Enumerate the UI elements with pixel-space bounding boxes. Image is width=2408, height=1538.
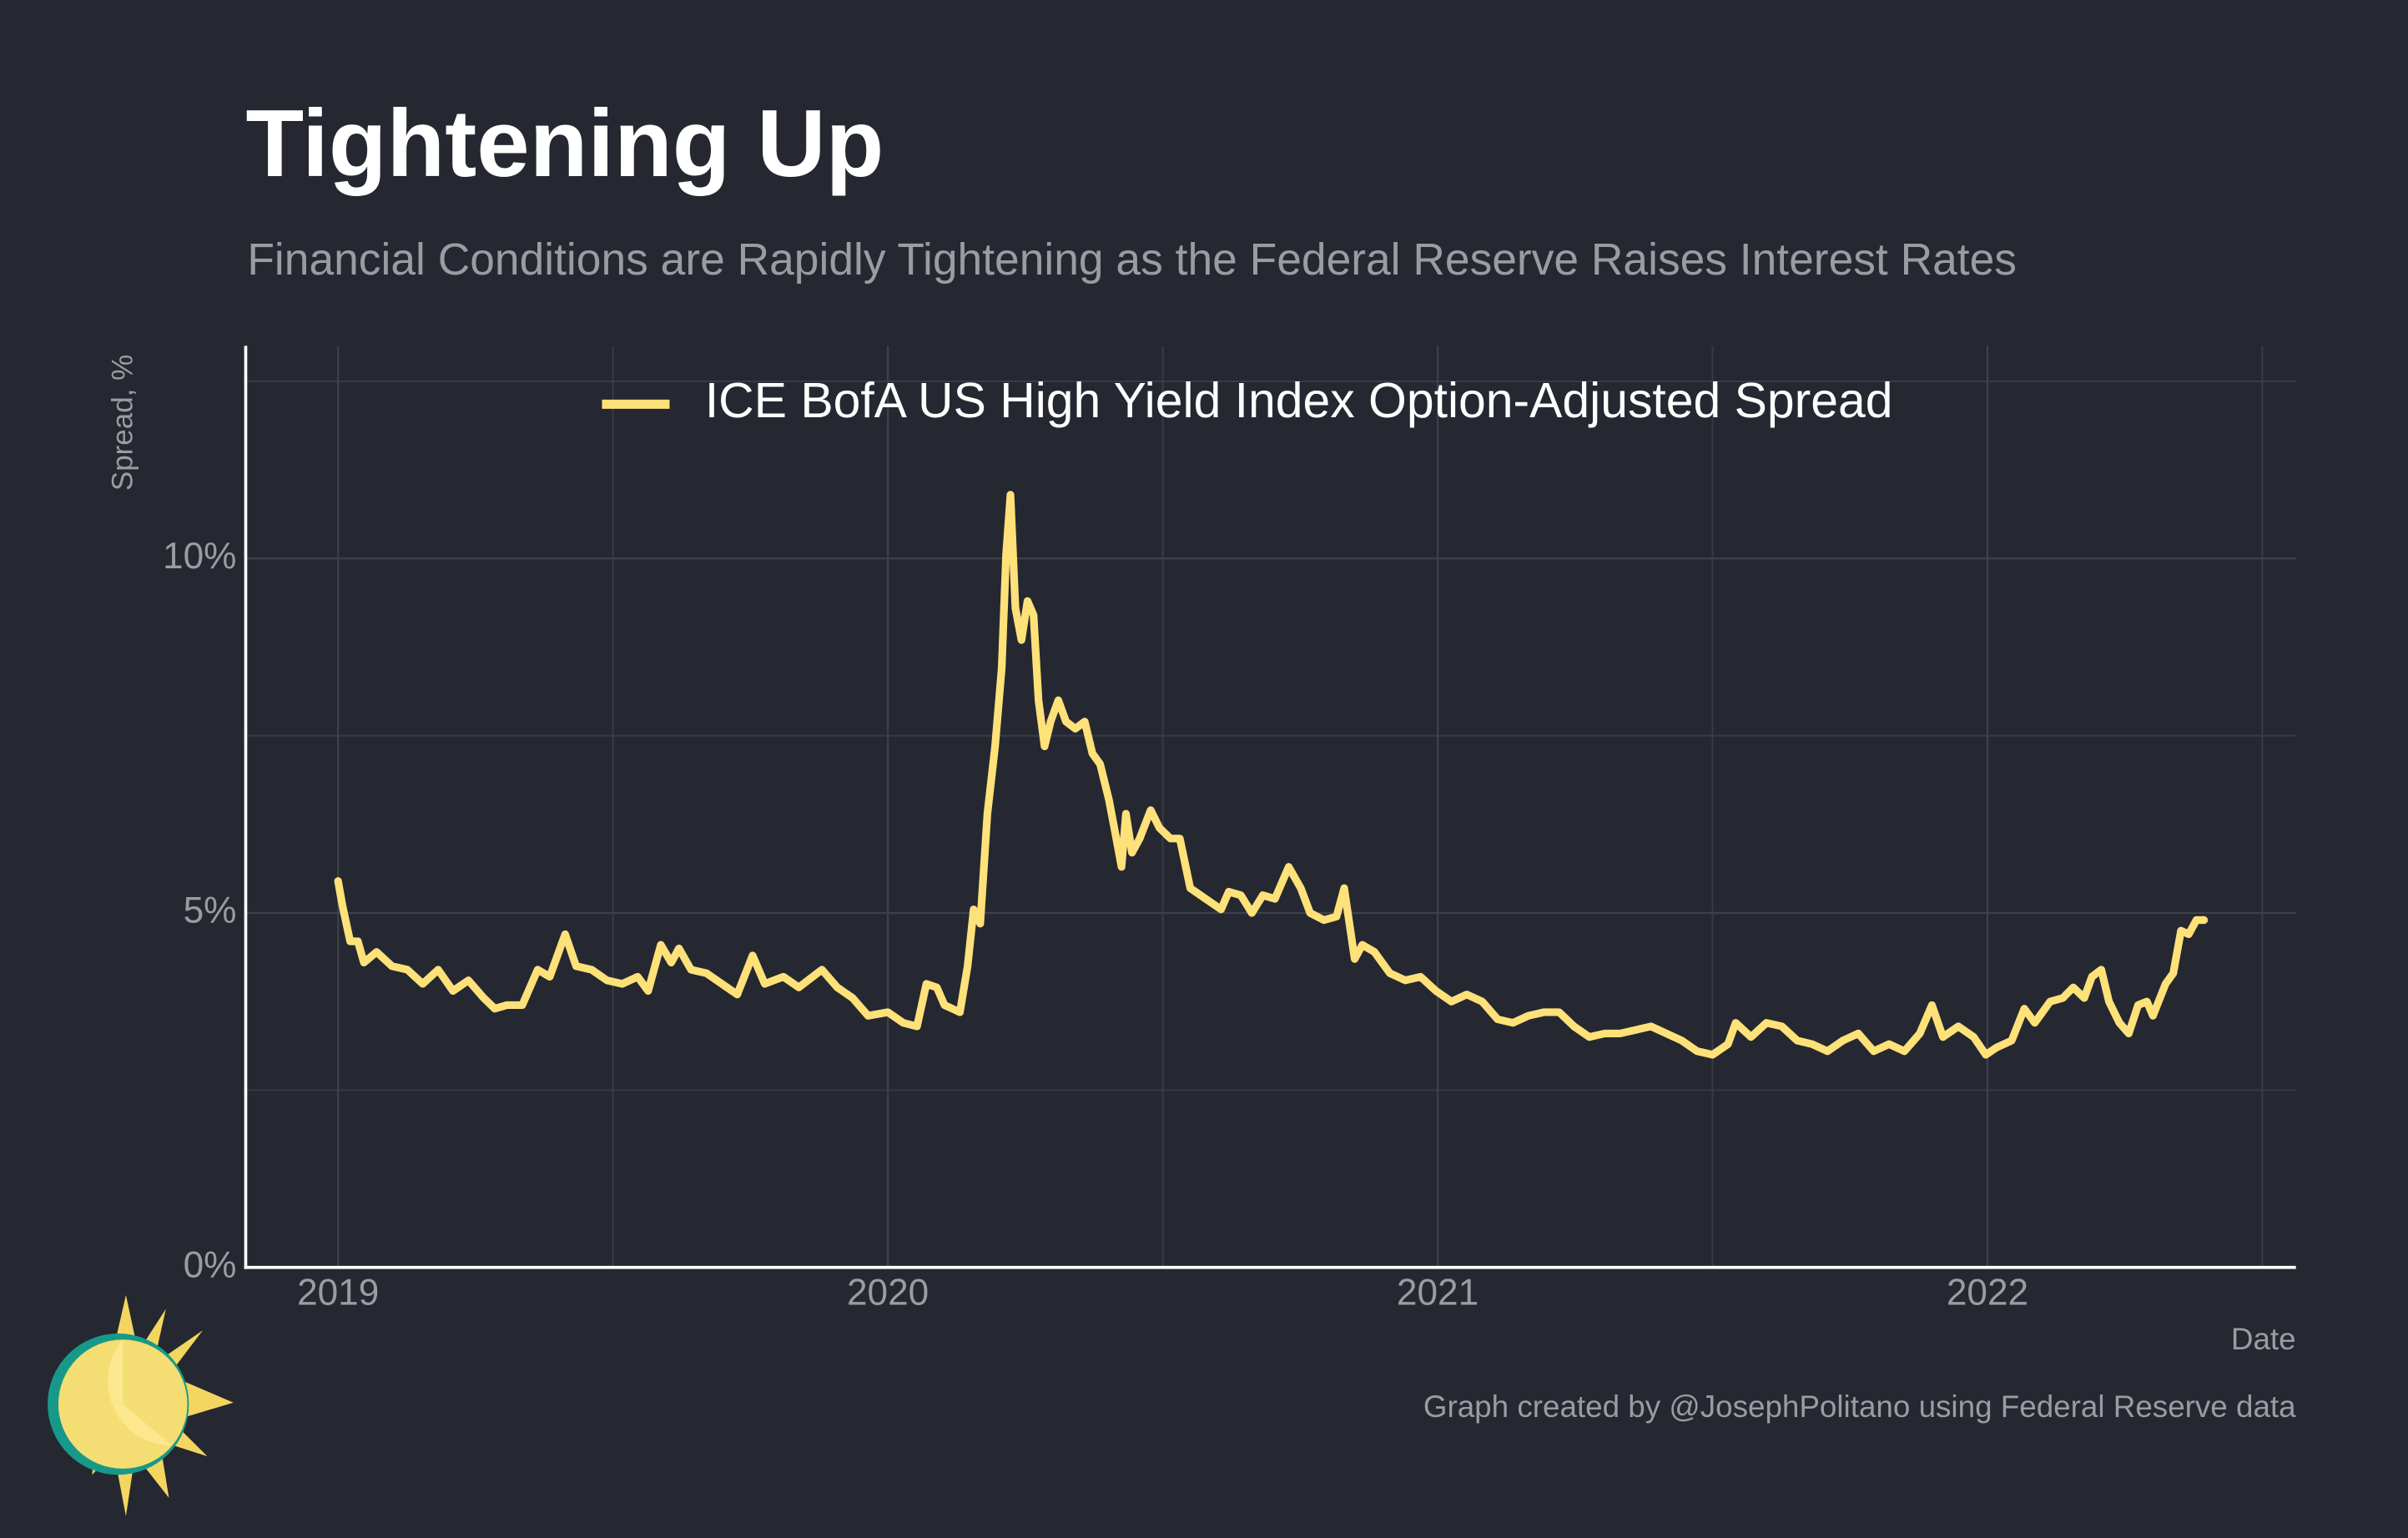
y-tick-label: 0%: [184, 1244, 237, 1285]
logo: [48, 1294, 234, 1516]
chart-subtitle: Financial Conditions are Rapidly Tighten…: [247, 235, 2017, 285]
x-tick-label: 2022: [1947, 1273, 2028, 1314]
x-tick-label: 2019: [297, 1273, 379, 1314]
credit: Graph created by @JosephPolitano using F…: [1423, 1389, 2296, 1424]
y-tick-label: 5%: [184, 890, 237, 931]
x-tick-label: 2021: [1397, 1273, 1479, 1314]
x-axis-title: Date: [2231, 1322, 2296, 1356]
series-line: [334, 491, 2209, 1059]
x-tick-label: 2020: [847, 1273, 929, 1314]
chart-title: Tightening Up: [245, 91, 884, 197]
legend-label: ICE BofA US High Yield Index Option-Adju…: [705, 374, 1893, 428]
y-tick-label: 10%: [163, 536, 236, 577]
y-axis-title: Spread, %: [106, 355, 139, 491]
legend: ICE BofA US High Yield Index Option-Adju…: [602, 374, 1893, 428]
